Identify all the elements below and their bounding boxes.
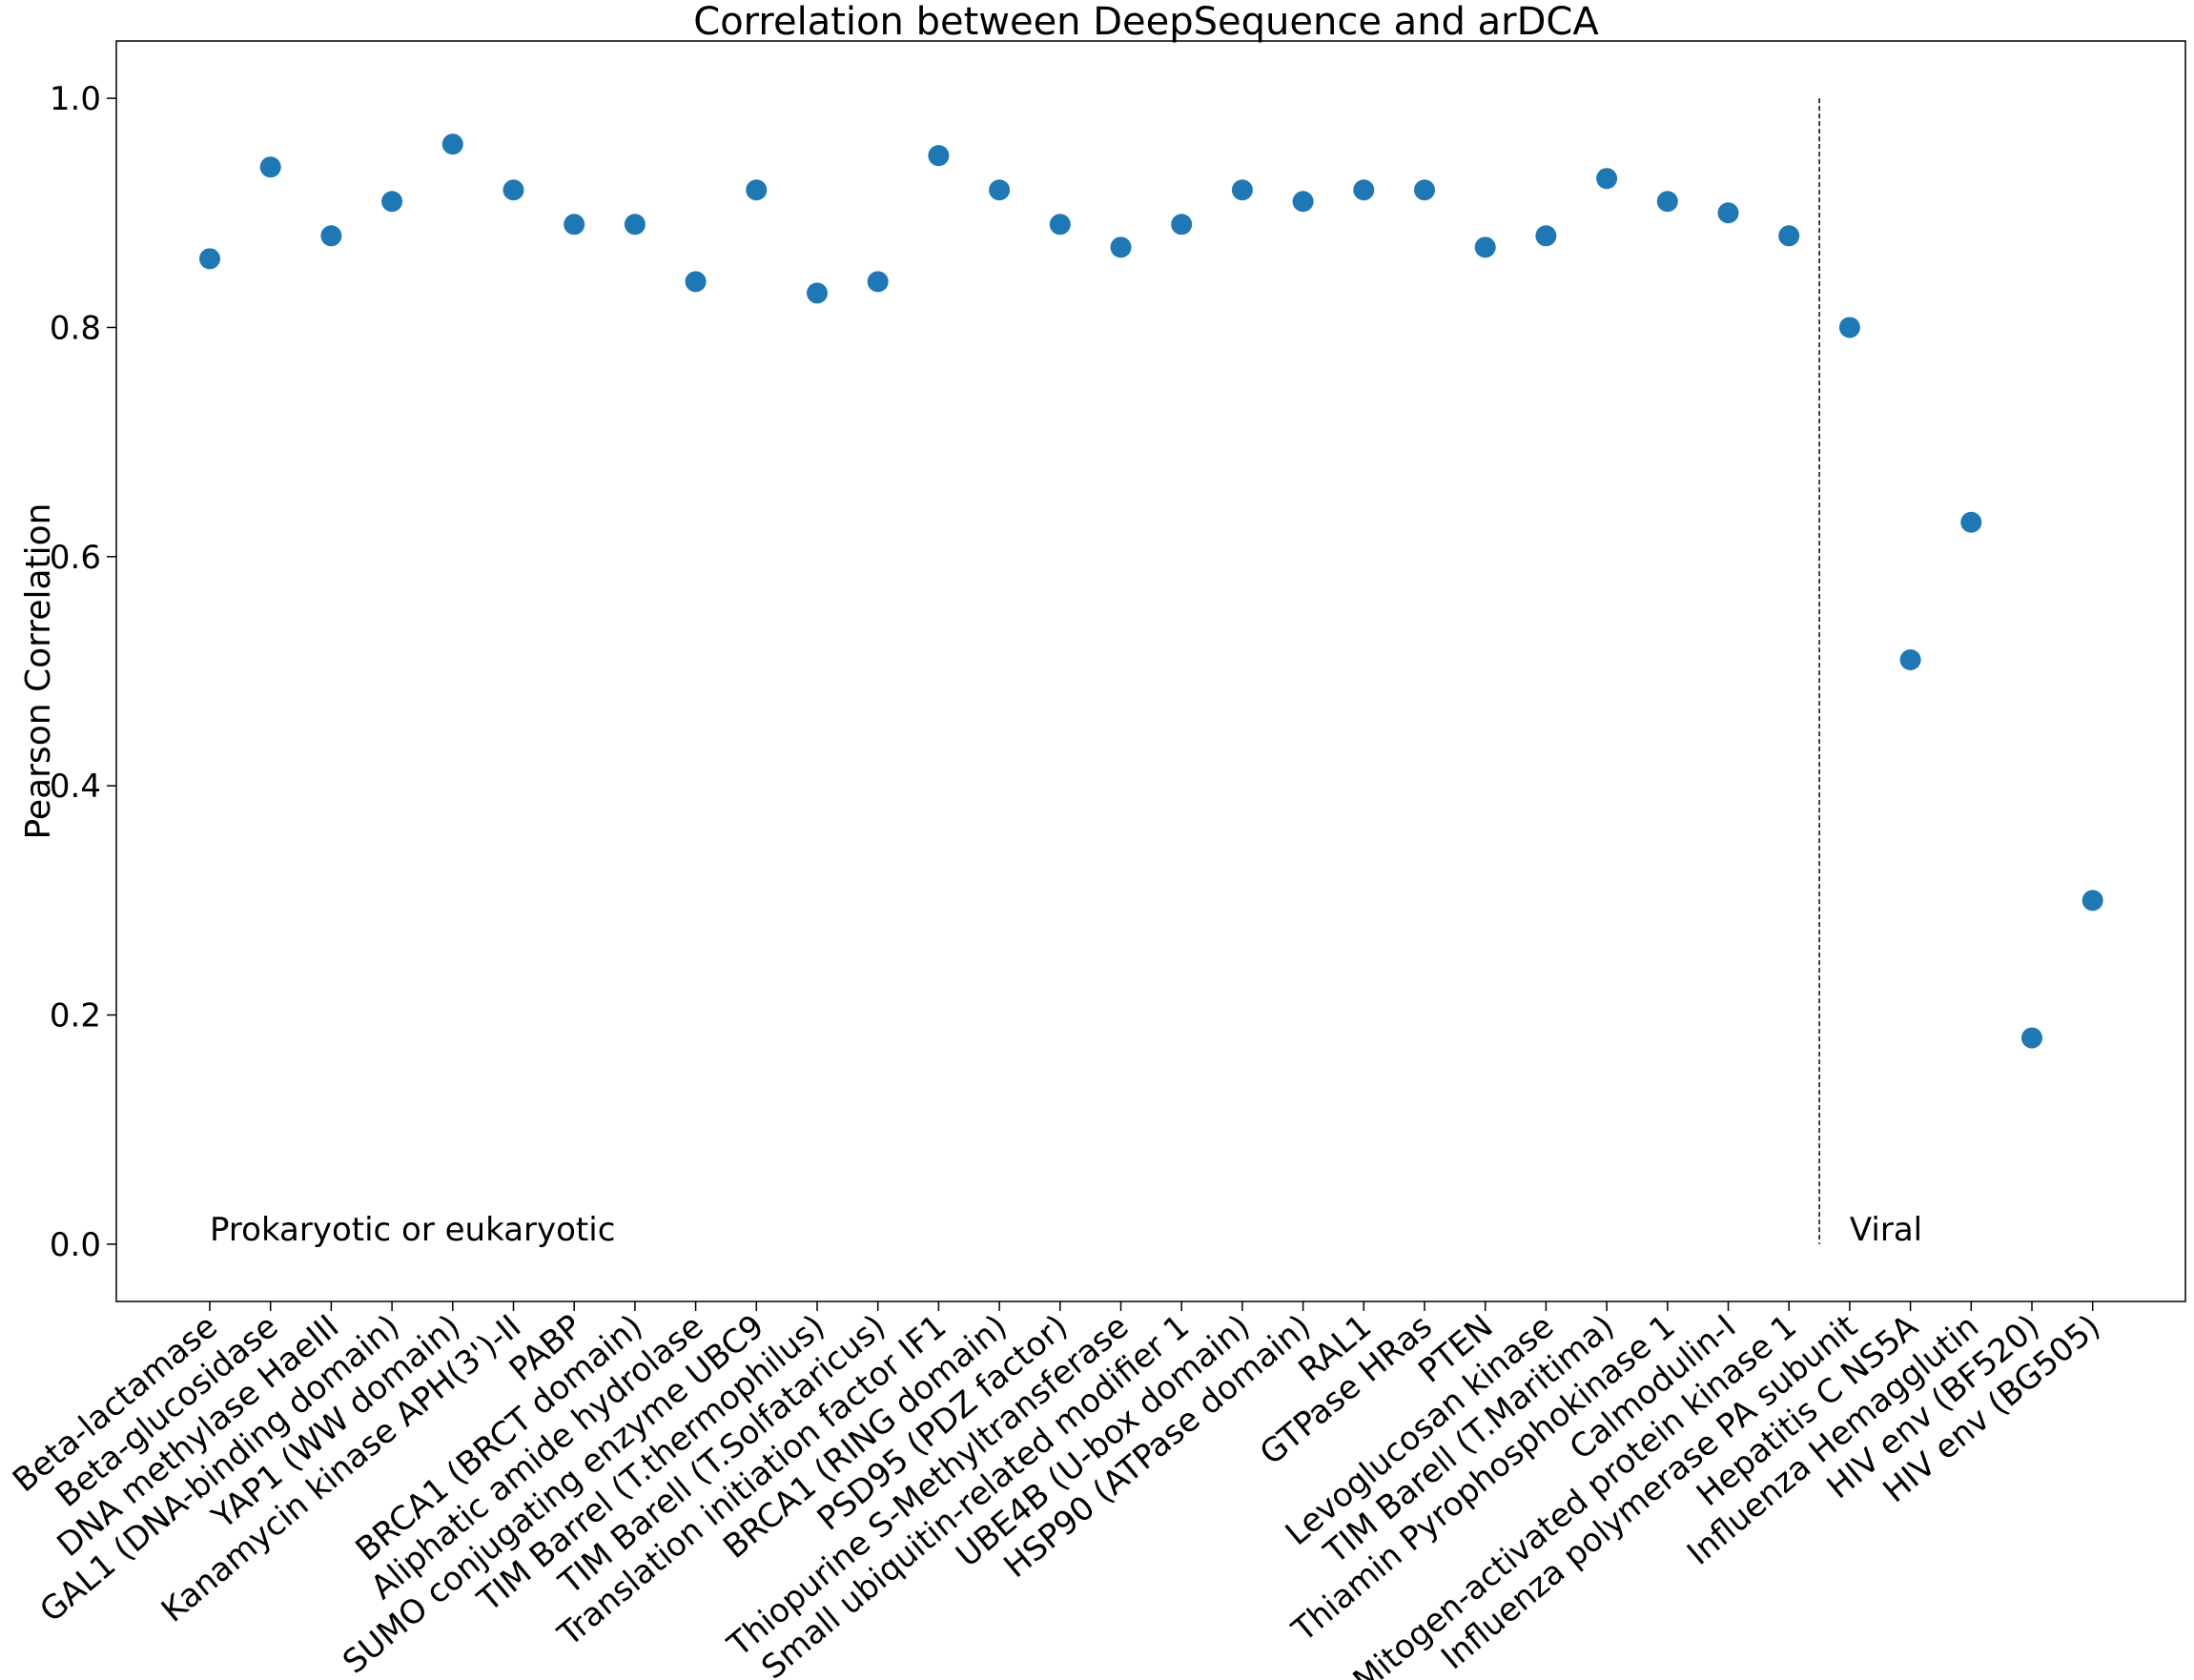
data-point — [1960, 511, 1982, 533]
data-point — [2081, 890, 2103, 912]
data-point — [381, 191, 403, 213]
data-point — [1899, 648, 1921, 670]
chart-title: Correlation between DeepSequence and arD… — [693, 0, 1599, 44]
y-tick-label: 0.0 — [50, 1226, 101, 1264]
annot-layer: Prokaryotic or eukaryotic Viral — [210, 1211, 1922, 1249]
y-tick-label: 0.6 — [50, 539, 101, 577]
y-tick-label: 0.8 — [50, 309, 101, 347]
data-point — [564, 214, 585, 236]
plot-frame — [115, 40, 2186, 1302]
y-axis-title: Pearson Correlation — [19, 503, 58, 840]
y-tick-label: 0.2 — [50, 997, 101, 1035]
data-point — [1353, 179, 1375, 201]
data-point — [746, 179, 768, 201]
data-point — [685, 271, 707, 293]
data-point — [1596, 168, 1618, 190]
data-point — [1231, 179, 1253, 201]
data-point — [259, 156, 281, 178]
data-point — [320, 225, 342, 247]
data-point — [2021, 1027, 2042, 1049]
data-point — [1292, 191, 1314, 213]
data-point — [1171, 214, 1193, 236]
data-point — [1838, 317, 1860, 338]
data-point — [1717, 202, 1739, 224]
data-point — [502, 179, 524, 201]
data-point — [1474, 236, 1496, 258]
data-point — [624, 214, 646, 236]
data-point — [1414, 179, 1435, 201]
ticks-layer: 0.00.20.40.60.81.0Beta-lactamaseBeta-glu… — [6, 80, 2107, 1680]
data-point — [1656, 191, 1678, 213]
marks-layer — [199, 98, 2103, 1244]
data-point — [1778, 225, 1800, 247]
data-point — [441, 133, 463, 155]
data-point — [867, 271, 889, 293]
data-point — [1110, 236, 1132, 258]
data-point — [989, 179, 1011, 201]
data-point — [1049, 214, 1071, 236]
data-point — [807, 282, 828, 304]
y-tick-label: 1.0 — [50, 80, 101, 118]
y-tick-label: 0.4 — [50, 768, 101, 806]
data-point — [928, 145, 950, 167]
group-annotation: Prokaryotic or eukaryotic — [210, 1211, 615, 1249]
data-point — [199, 248, 220, 270]
group-annotation: Viral — [1850, 1211, 1922, 1249]
data-point — [1535, 225, 1557, 247]
